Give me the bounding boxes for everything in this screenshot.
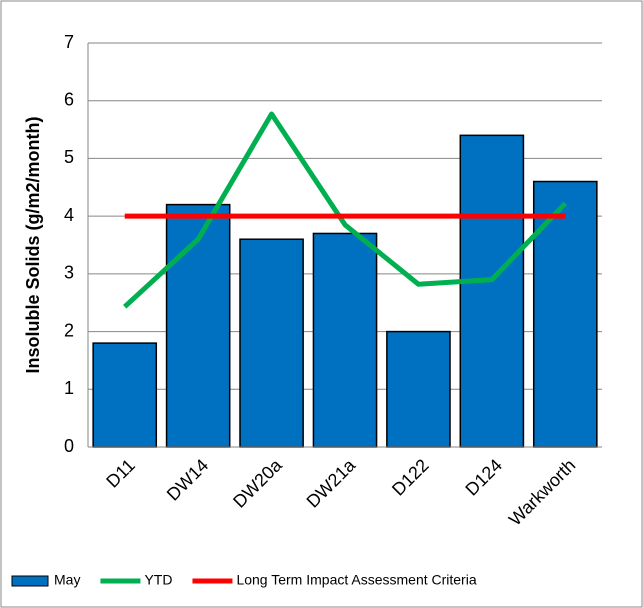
line (123, 111, 568, 309)
y-tick-label: 6 (64, 89, 74, 109)
y-tick-label: 5 (64, 147, 74, 167)
y-tick-label: 0 (64, 436, 74, 456)
bar (386, 330, 451, 448)
bar (312, 232, 378, 448)
legend-swatch (11, 575, 49, 587)
bar (92, 342, 158, 448)
bar (459, 134, 525, 448)
y-axis-title: Insoluble Solids (g/m2/month) (23, 116, 43, 373)
legend-label: May (54, 572, 80, 588)
y-tick-label: 7 (64, 32, 74, 52)
bar (532, 180, 598, 448)
y-tick-label: 2 (64, 320, 74, 340)
y-tick-label: 4 (64, 205, 74, 225)
legend-label: YTD (144, 572, 172, 588)
bar (239, 238, 304, 448)
legend-label: Long Term Impact Assessment Criteria (236, 572, 476, 588)
y-tick-label: 1 (64, 378, 74, 398)
y-tick-label: 3 (64, 263, 74, 283)
